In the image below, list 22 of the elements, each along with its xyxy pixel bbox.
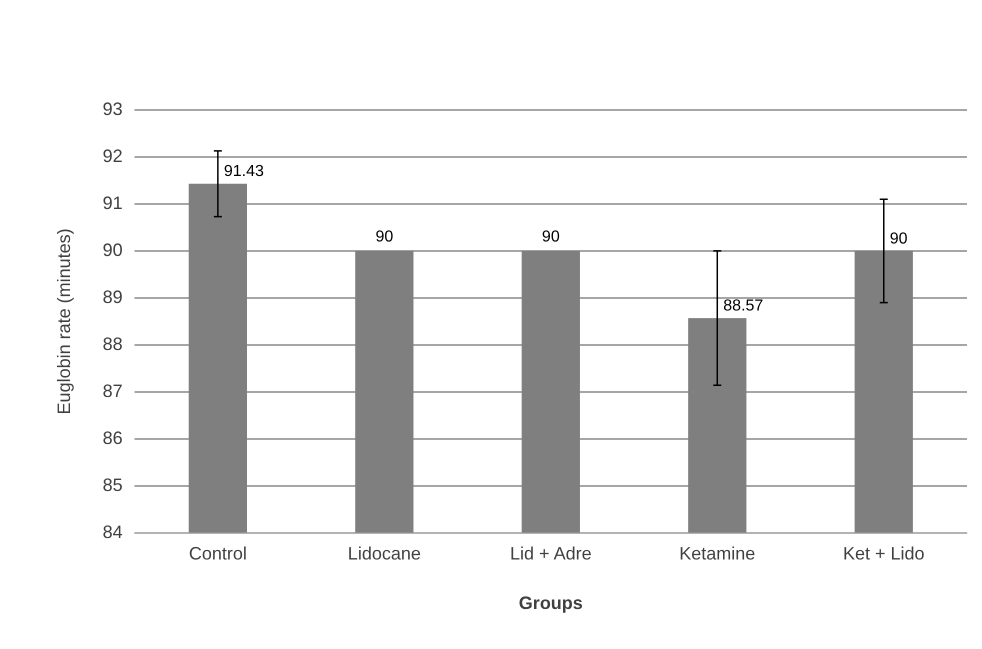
- y-tick-label: 91: [102, 192, 123, 213]
- y-tick-label: 93: [102, 98, 123, 119]
- data-label: 90: [375, 228, 394, 246]
- x-tick-label: Lid + Adre: [510, 544, 592, 564]
- y-axis-title: Euglobin rate (minutes): [54, 228, 74, 414]
- y-tick-label: 87: [102, 380, 123, 401]
- y-tick-label: 92: [102, 146, 123, 166]
- x-tick-label: Control: [188, 544, 247, 564]
- data-label: 91.43: [224, 163, 264, 180]
- x-axis-title: Groups: [518, 593, 583, 614]
- x-tick-label: Ketamine: [679, 544, 756, 564]
- y-tick-label: 85: [102, 474, 123, 495]
- y-tick-label: 84: [102, 522, 123, 542]
- y-tick-label: 88: [102, 334, 123, 354]
- x-tick-label: Ket + Lido: [842, 544, 925, 564]
- y-tick-label: 89: [102, 286, 123, 307]
- y-tick-label: 86: [102, 428, 123, 448]
- data-label: 90: [542, 228, 560, 246]
- data-label: 88.57: [723, 298, 764, 315]
- y-tick-label: 90: [102, 240, 123, 260]
- x-tick-label: Lidocane: [348, 544, 421, 564]
- data-label: 90: [890, 230, 908, 248]
